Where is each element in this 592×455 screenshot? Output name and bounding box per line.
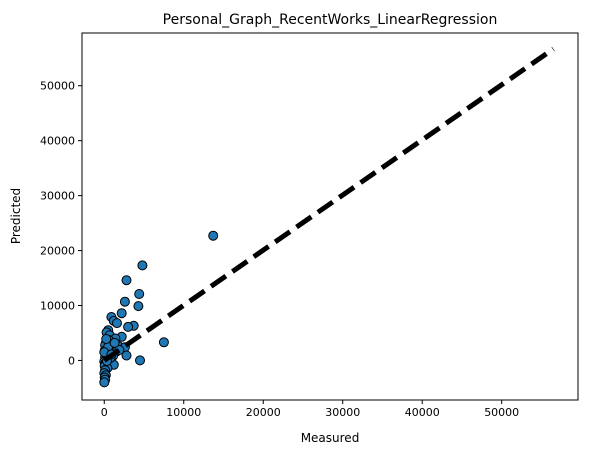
y-tick-label: 50000	[40, 80, 75, 93]
reference-line	[102, 46, 555, 363]
x-axis: 0 10000 20000 30000 40000 50000	[101, 400, 519, 419]
data-point	[134, 289, 145, 299]
data-point	[158, 337, 169, 348]
x-tick-label: 40000	[405, 406, 440, 419]
plot-area	[99, 46, 555, 388]
x-axis-label: Measured	[301, 431, 360, 445]
data-point	[101, 334, 112, 344]
data-point	[123, 321, 134, 332]
x-tick-label: 20000	[246, 406, 281, 419]
y-tick-label: 30000	[40, 190, 75, 203]
y-tick-label: 40000	[40, 135, 75, 148]
data-point	[135, 355, 145, 366]
data-point	[121, 350, 132, 361]
x-tick-label: 50000	[484, 406, 519, 419]
data-point	[112, 318, 122, 329]
y-axis: 0 10000 20000 30000 40000 50000	[40, 80, 82, 367]
x-tick-label: 0	[101, 406, 108, 419]
y-tick-label: 20000	[40, 245, 75, 258]
data-point	[109, 337, 120, 348]
y-tick-label: 10000	[40, 300, 75, 313]
plot-frame	[81, 32, 579, 401]
data-point	[99, 377, 110, 388]
x-tick-label: 30000	[325, 406, 360, 419]
x-tick-label: 10000	[166, 406, 201, 419]
data-point	[116, 308, 127, 319]
chart-title: Personal_Graph_RecentWorks_LinearRegress…	[163, 12, 498, 28]
data-point	[133, 301, 144, 312]
y-tick-label: 0	[68, 354, 75, 367]
data-point	[208, 230, 219, 241]
data-point	[137, 260, 148, 271]
y-axis-label: Predicted	[9, 188, 23, 244]
data-point	[119, 296, 130, 307]
data-point	[121, 275, 132, 286]
